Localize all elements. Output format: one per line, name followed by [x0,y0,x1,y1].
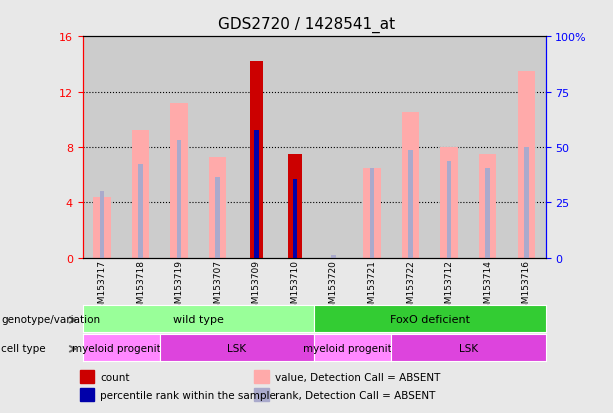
Bar [292,179,297,258]
Text: genotype/variation: genotype/variation [1,314,101,324]
Text: percentile rank within the sample: percentile rank within the sample [101,390,276,400]
Text: FoxO deficient: FoxO deficient [390,314,470,324]
Bar [276,37,314,258]
Bar [215,178,220,258]
Bar [93,197,111,258]
Bar [402,113,419,258]
Bar [170,104,188,258]
Bar [139,164,143,258]
Bar [517,72,535,258]
Bar [391,37,430,258]
Bar [468,37,507,258]
Bar [314,37,352,258]
Text: rank, Detection Call = ABSENT: rank, Detection Call = ABSENT [275,390,435,400]
Bar [160,37,199,258]
Bar [447,161,451,258]
Bar [209,157,226,258]
Bar [430,37,468,258]
Bar [80,370,94,383]
Bar [408,150,413,258]
Bar [254,388,269,401]
Text: GDS2720 / 1428541_at: GDS2720 / 1428541_at [218,17,395,33]
Text: value, Detection Call = ABSENT: value, Detection Call = ABSENT [275,372,441,382]
Bar [364,169,381,258]
Bar [121,37,160,258]
Bar [249,62,263,258]
Bar [507,37,546,258]
Bar [80,388,94,401]
Bar [237,37,276,258]
Bar [254,131,259,258]
Bar [352,37,391,258]
Bar [441,148,458,258]
Bar [177,141,181,258]
Text: cell type: cell type [1,343,46,353]
Bar [100,192,104,258]
Text: wild type: wild type [173,314,224,324]
Bar [524,148,528,258]
Bar [83,37,121,258]
Bar [485,169,490,258]
Bar [288,154,302,258]
Text: count: count [101,372,130,382]
Bar [132,131,150,258]
Text: myeloid progenitor: myeloid progenitor [303,343,403,353]
Text: myeloid progenitor: myeloid progenitor [72,343,171,353]
Bar [331,255,336,258]
Bar [254,370,269,383]
Bar [479,154,497,258]
Text: LSK: LSK [459,343,478,353]
Bar [199,37,237,258]
Text: LSK: LSK [227,343,246,353]
Bar [370,169,375,258]
